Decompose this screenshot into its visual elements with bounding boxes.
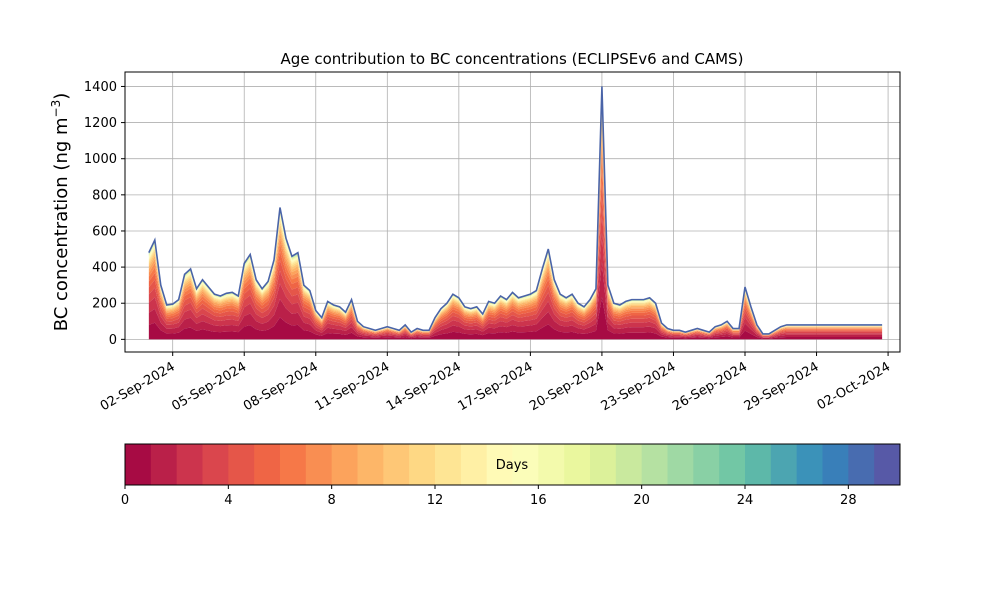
plot-area: 0 200 400 600 800 1000 1200 1400 02-Sep-202405-… bbox=[84, 71, 901, 414]
y-axis-ticks: 0 200 400 600 800 1000 1200 1400 bbox=[84, 80, 125, 348]
colorbar-cell bbox=[745, 444, 772, 485]
x-tick-label: 26-Sep-2024 bbox=[670, 359, 750, 414]
colorbar-cell bbox=[564, 444, 591, 485]
colorbar-cells bbox=[125, 444, 901, 485]
colorbar-tick-label: 4 bbox=[224, 493, 232, 508]
colorbar-cell bbox=[538, 444, 565, 485]
x-tick-label: 20-Sep-2024 bbox=[527, 359, 607, 414]
x-tick-label: 08-Sep-2024 bbox=[241, 359, 321, 414]
colorbar-cell bbox=[874, 444, 901, 485]
colorbar-cell bbox=[125, 444, 152, 485]
colorbar: Days 0 4 8 12 16 20 24 28 bbox=[121, 443, 901, 508]
y-tick-label: 1000 bbox=[84, 152, 117, 167]
colorbar-tick-label: 20 bbox=[633, 493, 650, 508]
colorbar-cell bbox=[590, 444, 617, 485]
colorbar-cell bbox=[280, 444, 307, 485]
x-tick-label: 02-Oct-2024 bbox=[815, 359, 893, 413]
y-tick-label: 0 bbox=[109, 333, 117, 348]
colorbar-cell bbox=[822, 444, 849, 485]
colorbar-tick-label: 16 bbox=[530, 493, 547, 508]
age-bin-area bbox=[148, 297, 883, 340]
colorbar-cell bbox=[228, 444, 255, 485]
colorbar-cell bbox=[615, 444, 643, 485]
colorbar-tick-label: 8 bbox=[328, 493, 336, 508]
colorbar-tick-label: 12 bbox=[427, 493, 444, 508]
colorbar-cell bbox=[435, 444, 462, 485]
stacked-age-areas bbox=[148, 86, 883, 340]
y-axis-label: BC concentration (ng m−3) bbox=[49, 93, 72, 332]
colorbar-cell bbox=[719, 444, 746, 485]
colorbar-cell bbox=[796, 444, 823, 485]
plot-frame bbox=[124, 71, 901, 353]
total-line bbox=[148, 86, 883, 335]
age-bin-area bbox=[148, 261, 883, 339]
colorbar-cell bbox=[641, 444, 668, 485]
colorbar-cell bbox=[176, 444, 203, 485]
x-tick-label: 05-Sep-2024 bbox=[169, 359, 249, 414]
colorbar-tick-label: 0 bbox=[121, 493, 129, 508]
x-tick-label: 02-Sep-2024 bbox=[98, 359, 178, 414]
colorbar-cell bbox=[305, 444, 333, 485]
colorbar-cell bbox=[486, 444, 513, 485]
colorbar-cell bbox=[254, 444, 281, 485]
y-tick-label: 1200 bbox=[84, 116, 117, 131]
x-tick-label: 17-Sep-2024 bbox=[456, 359, 536, 414]
colorbar-cell bbox=[693, 444, 720, 485]
colorbar-cell bbox=[383, 444, 410, 485]
colorbar-tick-label: 24 bbox=[737, 493, 754, 508]
y-tick-label: 600 bbox=[92, 224, 117, 239]
colorbar-cell bbox=[512, 444, 539, 485]
colorbar-cell bbox=[202, 444, 229, 485]
colorbar-tick-label: 28 bbox=[840, 493, 857, 508]
y-tick-label: 400 bbox=[92, 261, 117, 276]
x-tick-label: 23-Sep-2024 bbox=[599, 359, 679, 414]
y-tick-label: 800 bbox=[92, 188, 117, 203]
x-tick-label: 29-Sep-2024 bbox=[742, 359, 822, 414]
y-tick-label: 1400 bbox=[84, 80, 117, 95]
colorbar-cell bbox=[667, 444, 694, 485]
colorbar-label: Days bbox=[496, 458, 529, 473]
total-line-group bbox=[148, 86, 883, 335]
colorbar-frame bbox=[124, 443, 901, 486]
colorbar-cell bbox=[150, 444, 178, 485]
chart-title: Age contribution to BC concentrations (E… bbox=[281, 50, 744, 68]
colorbar-cell bbox=[460, 444, 488, 485]
colorbar-cell bbox=[331, 444, 358, 485]
y-tick-label: 200 bbox=[92, 297, 117, 312]
x-tick-label: 11-Sep-2024 bbox=[312, 359, 392, 414]
colorbar-cell bbox=[409, 444, 436, 485]
colorbar-cell bbox=[357, 444, 384, 485]
colorbar-cell bbox=[770, 444, 798, 485]
x-axis-ticks: 02-Sep-202405-Sep-202408-Sep-202411-Sep-… bbox=[98, 352, 893, 414]
x-tick-label: 14-Sep-2024 bbox=[384, 359, 464, 414]
colorbar-ticks: 0 4 8 12 16 20 24 28 bbox=[121, 485, 857, 508]
colorbar-cell bbox=[848, 444, 875, 485]
